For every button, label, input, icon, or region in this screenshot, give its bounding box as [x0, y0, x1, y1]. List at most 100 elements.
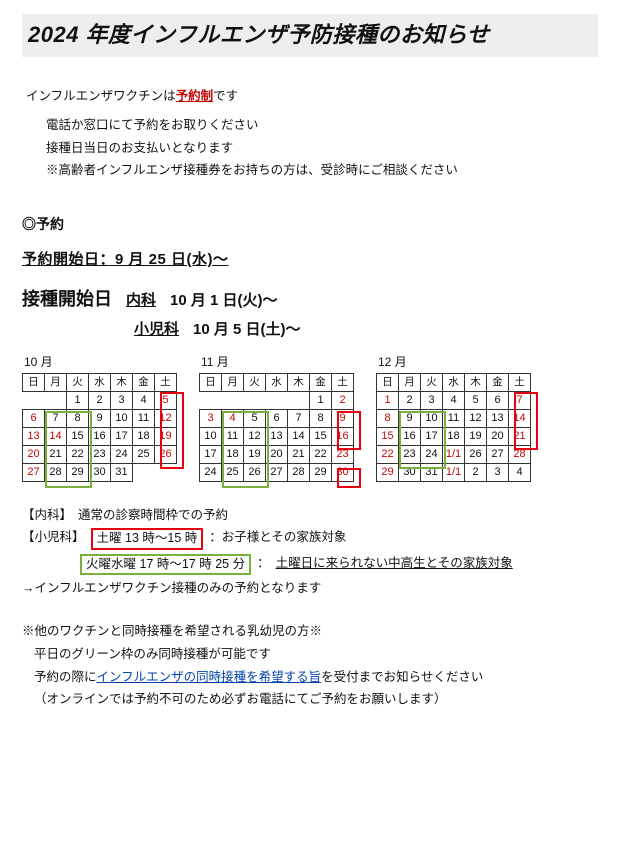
calendar-cell: 26 [244, 464, 266, 482]
calendar-cell: 27 [23, 464, 45, 482]
calendar-cell: 5 [244, 410, 266, 428]
calendar-cell: 3 [111, 392, 133, 410]
calendar-cell: 21 [288, 446, 310, 464]
calendar-cell: 1 [377, 392, 399, 410]
calendar-cell: 18 [222, 446, 244, 464]
intro-lead-prefix: インフルエンザワクチンは [26, 89, 176, 103]
calendar-cell: 22 [377, 446, 399, 464]
calendar-grid-wrap: 日月火水木金土123456789101112131415161718192021… [22, 373, 177, 482]
note-ped-tue-box: 火曜水曜 17 時～17 時 25 分 [80, 554, 251, 576]
calendar-cell: 4 [222, 410, 244, 428]
calendar-cell: 17 [421, 428, 443, 446]
calendar-cell: 23 [332, 446, 354, 464]
calendar-cell: 21 [509, 428, 531, 446]
calendar-month-label: 12 月 [378, 353, 531, 371]
calendar-cell: 16 [399, 428, 421, 446]
calendar-cell: 7 [45, 410, 67, 428]
calendar-cell [133, 464, 155, 482]
dept-internal-date: 10 月 1 日(火)～ [170, 290, 278, 313]
calendar-cell: 14 [45, 428, 67, 446]
calendar-cell: 7 [509, 392, 531, 410]
weekday-header: 水 [443, 374, 465, 392]
weekday-header: 日 [23, 374, 45, 392]
note-ped-sat-box: 土曜 13 時～15 時 [91, 528, 204, 550]
note-ped-sat-text: ：お子様とその家族対象 [209, 528, 346, 547]
other-vaccines: ※他のワクチンと同時接種を希望される乳幼児の方※ 平日のグリーン枠のみ同時接種が… [22, 622, 598, 709]
calendar-cell: 3 [421, 392, 443, 410]
calendar-cell: 20 [23, 446, 45, 464]
vaccine-start-internal: 接種開始日 内科 10 月 1 日(火)～ [22, 286, 598, 313]
reserve-head: ◎予約 [22, 214, 598, 235]
calendar-cell: 9 [89, 410, 111, 428]
calendar-cell: 24 [111, 446, 133, 464]
calendar-cell: 1/1 [443, 464, 465, 482]
calendar-cell: 12 [155, 410, 177, 428]
weekday-header: 土 [155, 374, 177, 392]
calendar-grid: 日月火水木金土123456789101112131415161718192021… [199, 373, 354, 482]
calendar-cell: 13 [23, 428, 45, 446]
calendar-cell: 24 [200, 464, 222, 482]
note-ped-tue-underline: 土曜日に来られない中高生とその家族対象 [276, 554, 513, 573]
calendar-cell: 8 [67, 410, 89, 428]
vaccine-start-pediatrics: 小児科 10 月 5 日(土)～ [134, 319, 598, 342]
calendar-cell: 2 [465, 464, 487, 482]
other-line1: 平日のグリーン枠のみ同時接種が可能です [34, 645, 598, 664]
calendar-cell: 13 [487, 410, 509, 428]
note-ped-tue: 火曜水曜 17 時～17 時 25 分 ： 土曜日に来られない中高生とその家族対… [80, 554, 598, 576]
calendar-cell: 9 [399, 410, 421, 428]
intro-lead-suffix: です [213, 89, 238, 103]
calendar-cell: 2 [332, 392, 354, 410]
weekday-header: 月 [399, 374, 421, 392]
calendar-cell: 27 [487, 446, 509, 464]
calendar-cell: 26 [465, 446, 487, 464]
other-line2-pre: 予約の際に [34, 670, 97, 684]
reserve-start-date: 予約開始日：9 月 25 日(水)～ [22, 249, 598, 272]
note-internal: 【内科】 通常の診察時間枠での予約 [22, 506, 598, 525]
calendar-cell: 30 [399, 464, 421, 482]
calendar-cell: 19 [465, 428, 487, 446]
calendar-cell: 15 [67, 428, 89, 446]
note-ped-sat: 【小児科】 土曜 13 時～15 時 ：お子様とその家族対象 [22, 528, 598, 550]
calendar-cell: 13 [266, 428, 288, 446]
calendar-cell: 25 [133, 446, 155, 464]
calendar-cell: 28 [45, 464, 67, 482]
calendar-grid-wrap: 日月火水木金土123456789101112131415161718192021… [199, 373, 354, 482]
weekday-header: 月 [45, 374, 67, 392]
calendar-cell: 2 [399, 392, 421, 410]
calendar-cell: 16 [89, 428, 111, 446]
calendar-cell: 23 [399, 446, 421, 464]
calendar: 11 月日月火水木金土12345678910111213141516171819… [199, 353, 354, 488]
calendar: 12 月日月火水木金土12345678910111213141516171819… [376, 353, 531, 488]
intro-line: ※高齢者インフルエンザ接種券をお持ちの方は、受診時にご相談ください [46, 161, 598, 180]
calendar-row: 10 月日月火水木金土12345678910111213141516171819… [22, 353, 598, 488]
calendar-cell: 19 [244, 446, 266, 464]
calendar-cell: 8 [310, 410, 332, 428]
calendar-cell: 14 [509, 410, 531, 428]
calendar: 10 月日月火水木金土12345678910111213141516171819… [22, 353, 177, 488]
calendar-cell: 10 [200, 428, 222, 446]
calendar-cell: 17 [200, 446, 222, 464]
calendar-cell: 4 [443, 392, 465, 410]
calendar-cell: 12 [465, 410, 487, 428]
calendar-cell: 11 [133, 410, 155, 428]
calendar-cell: 12 [244, 428, 266, 446]
calendar-cell: 3 [200, 410, 222, 428]
intro-line: 接種日当日のお支払いとなります [46, 139, 598, 158]
calendar-cell: 6 [487, 392, 509, 410]
calendar-cell: 22 [310, 446, 332, 464]
calendar-cell: 10 [421, 410, 443, 428]
calendar-cell: 18 [133, 428, 155, 446]
intro-block: インフルエンザワクチンは予約制です 電話か窓口にて予約をお取りください 接種日当… [26, 87, 598, 180]
calendar-cell: 20 [487, 428, 509, 446]
calendar-grid: 日月火水木金土123456789101112131415161718192021… [22, 373, 177, 482]
weekday-header: 木 [465, 374, 487, 392]
note-ped-tue-arrow: →インフルエンザワクチン接種のみの予約となります [22, 579, 598, 598]
flu-combo-link[interactable]: インフルエンザの同時接種を希望する旨 [97, 670, 322, 684]
calendar-cell: 4 [133, 392, 155, 410]
calendar-cell: 29 [377, 464, 399, 482]
calendar-cell: 5 [465, 392, 487, 410]
calendar-cell: 7 [288, 410, 310, 428]
calendar-cell: 11 [443, 410, 465, 428]
calendar-cell: 9 [332, 410, 354, 428]
weekday-header: 金 [310, 374, 332, 392]
